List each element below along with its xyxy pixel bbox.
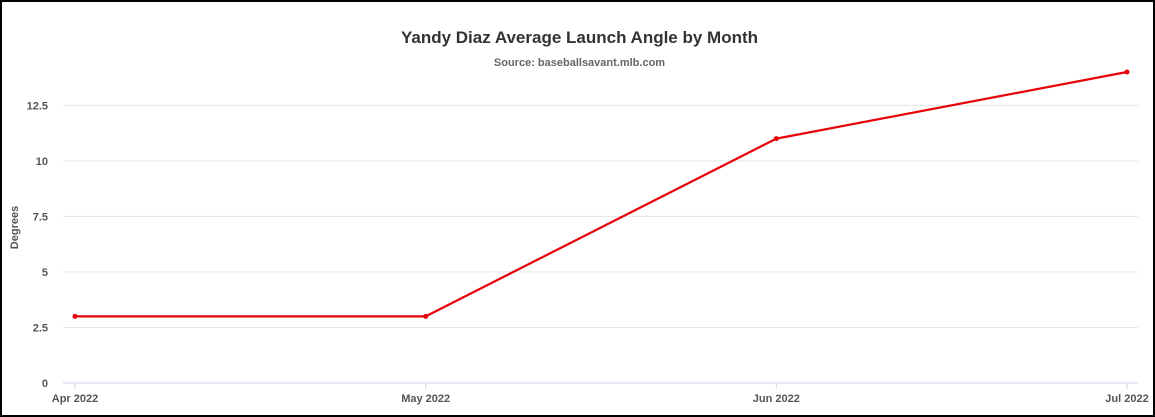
y-tick-label: 12.5 [27, 100, 48, 112]
x-tick-label: May 2022 [401, 393, 450, 405]
x-tick-label: Jul 2022 [1105, 393, 1148, 405]
y-tick-label: 10 [36, 156, 48, 168]
grid-lines [63, 104, 1138, 328]
chart-subtitle: Source: baseballsavant.mlb.com [493, 57, 666, 69]
data-point [1124, 69, 1130, 75]
x-axis: Apr 2022 May 2022 Jun 2022 Jul 2022 [52, 382, 1149, 405]
x-tick-label: Apr 2022 [52, 393, 98, 405]
y-tick-label: 0 [42, 378, 48, 390]
data-point [72, 313, 78, 319]
y-axis-ticks: 0 2.5 5 7.5 10 12.5 [27, 100, 48, 390]
y-tick-label: 5 [42, 267, 48, 279]
data-point [773, 136, 779, 142]
x-tick-label: Jun 2022 [753, 393, 800, 405]
series-line [75, 70, 1128, 318]
series-group [72, 69, 1130, 319]
y-tick-label: 2.5 [33, 322, 48, 334]
y-axis-title: Degrees [9, 206, 21, 249]
y-tick-label: 7.5 [33, 211, 48, 223]
data-point [423, 313, 429, 319]
chart-title: Yandy Diaz Average Launch Angle by Month [400, 28, 759, 47]
